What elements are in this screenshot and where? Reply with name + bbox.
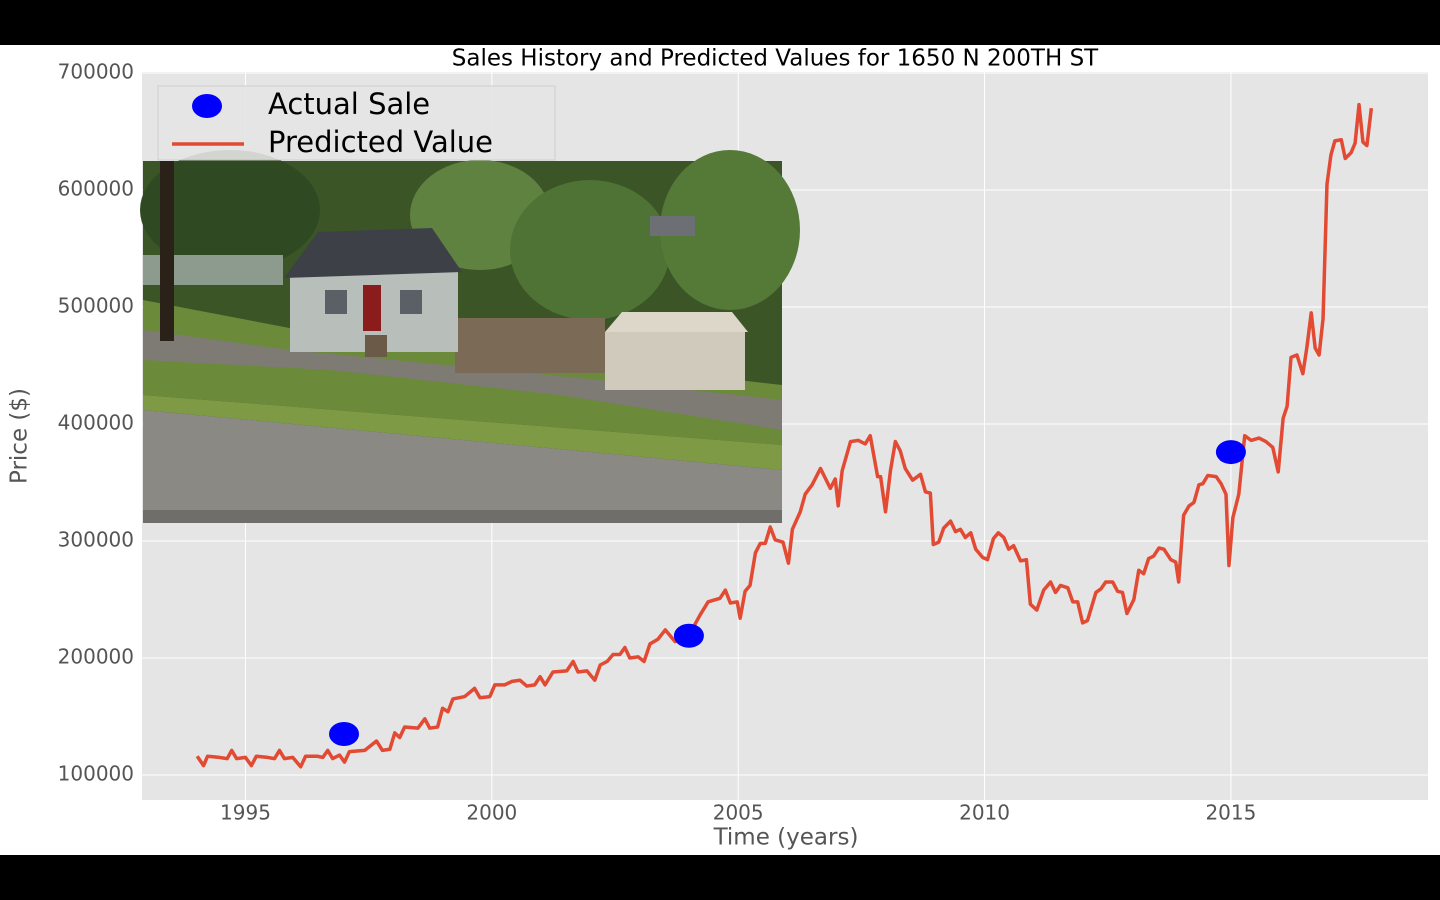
x-tick-label: 2000 (466, 801, 517, 825)
y-axis-label: Price ($) (7, 388, 33, 484)
predicted-line (195, 102, 1374, 769)
x-tick-label: 2010 (959, 801, 1010, 825)
x-tick-label: 1995 (220, 801, 271, 825)
chart-title: Sales History and Predicted Values for 1… (452, 46, 1099, 72)
x-tick-label: 2005 (713, 801, 764, 825)
y-tick-label: 400000 (58, 411, 134, 435)
sale-marker (329, 722, 360, 747)
x-tick-label: 2015 (1205, 801, 1256, 825)
y-tick-label: 200000 (58, 644, 134, 668)
legend: Actual Sale Predicted Value (157, 85, 556, 161)
legend-box (157, 85, 556, 161)
legend-label: Actual Sale (268, 87, 430, 121)
y-tick-label: 300000 (58, 527, 134, 551)
legend-label: Predicted Value (268, 125, 493, 159)
x-axis-label: Time (years) (713, 825, 859, 851)
sale-marker (673, 623, 704, 648)
sale-marker (1215, 440, 1246, 465)
marks (195, 102, 1374, 769)
legend-marker (192, 94, 222, 118)
photo (140, 150, 800, 523)
y-tick-label: 700000 (58, 60, 134, 84)
y-tick-label: 600000 (58, 177, 134, 201)
y-tick-label: 100000 (58, 761, 134, 785)
y-tick-label: 500000 (58, 294, 134, 318)
